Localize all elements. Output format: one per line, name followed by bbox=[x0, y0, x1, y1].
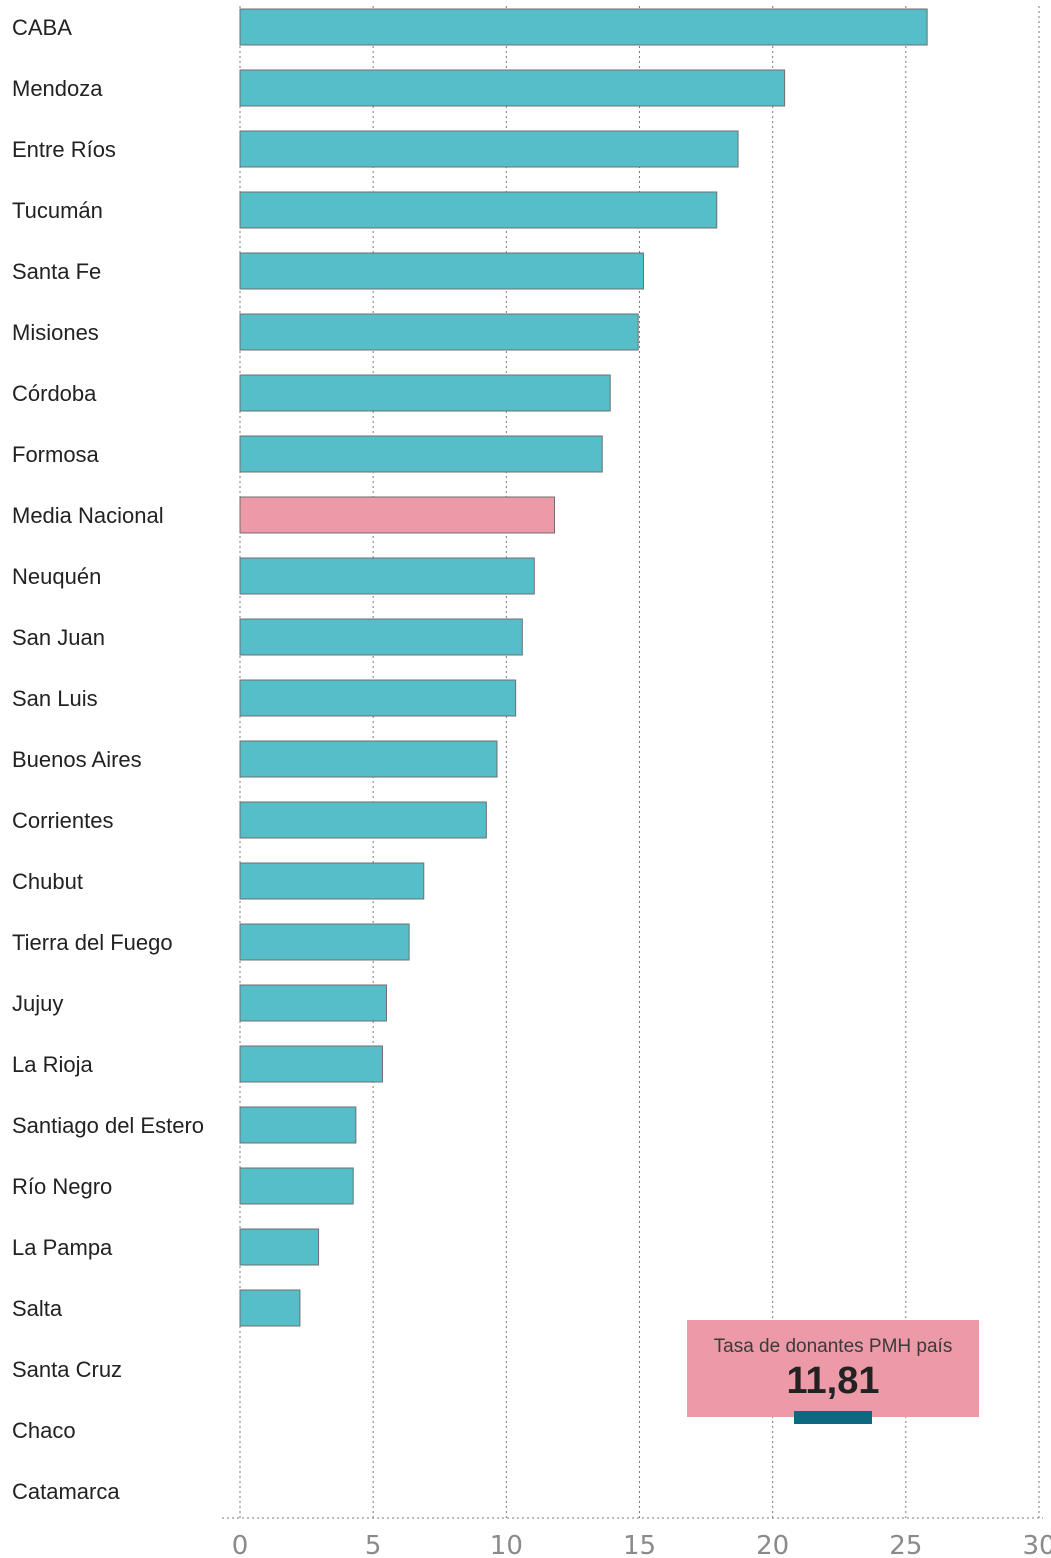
category-label: Tucumán bbox=[12, 198, 103, 223]
category-label: Jujuy bbox=[12, 991, 63, 1016]
bar bbox=[239, 740, 498, 778]
bars bbox=[239, 8, 928, 1327]
category-label: Córdoba bbox=[12, 381, 97, 406]
bar bbox=[239, 8, 928, 46]
bar bbox=[239, 1228, 320, 1266]
category-label: Río Negro bbox=[12, 1174, 112, 1199]
category-label: Entre Ríos bbox=[12, 137, 116, 162]
callout-title: Tasa de donantes PMH país bbox=[713, 1336, 953, 1357]
category-label: Chaco bbox=[12, 1418, 76, 1443]
bar bbox=[239, 862, 425, 900]
category-label: Buenos Aires bbox=[12, 747, 142, 772]
category-label: Santa Fe bbox=[12, 259, 101, 284]
x-tick-label: 0 bbox=[232, 1531, 249, 1558]
category-label: San Juan bbox=[12, 625, 105, 650]
bar bbox=[239, 313, 639, 351]
bar bbox=[239, 191, 718, 229]
bar bbox=[239, 557, 535, 595]
category-label: Salta bbox=[12, 1296, 63, 1321]
bar bbox=[239, 923, 410, 961]
bar bbox=[239, 130, 739, 168]
bar bbox=[239, 618, 523, 656]
category-label: Neuquén bbox=[12, 564, 101, 589]
category-label: Media Nacional bbox=[12, 503, 164, 528]
category-label: Santiago del Estero bbox=[12, 1113, 204, 1138]
bar bbox=[239, 1106, 357, 1144]
category-label: San Luis bbox=[12, 686, 98, 711]
x-tick-label: 20 bbox=[756, 1531, 789, 1558]
bar-highlight bbox=[239, 496, 556, 534]
callout-value: 11,81 bbox=[786, 1360, 880, 1402]
bar bbox=[239, 1045, 383, 1083]
bar bbox=[239, 252, 644, 290]
callout-underline bbox=[794, 1411, 872, 1424]
bar bbox=[239, 1289, 301, 1327]
category-label: Formosa bbox=[12, 442, 100, 467]
category-label: Corrientes bbox=[12, 808, 113, 833]
category-label: Mendoza bbox=[12, 76, 103, 101]
x-tick-label: 15 bbox=[623, 1531, 656, 1558]
bar bbox=[239, 435, 603, 473]
national-rate-callout: Tasa de donantes PMH país 11,81 bbox=[687, 1320, 979, 1424]
category-label: CABA bbox=[12, 15, 72, 40]
category-label: Tierra del Fuego bbox=[12, 930, 173, 955]
x-tick-label: 30 bbox=[1022, 1531, 1051, 1558]
bar bbox=[239, 679, 517, 717]
x-tick-label: 5 bbox=[365, 1531, 382, 1558]
category-label: Misiones bbox=[12, 320, 99, 345]
bar bbox=[239, 801, 487, 839]
category-label: Catamarca bbox=[12, 1479, 120, 1504]
category-label: Chubut bbox=[12, 869, 83, 894]
x-tick-label: 10 bbox=[490, 1531, 523, 1558]
bar bbox=[239, 69, 786, 107]
x-tick-label: 25 bbox=[889, 1531, 922, 1558]
x-axis: 0 5 10 15 20 25 30 bbox=[222, 1517, 1051, 1558]
bar bbox=[239, 374, 611, 412]
category-label: La Rioja bbox=[12, 1052, 93, 1077]
category-label: La Pampa bbox=[12, 1235, 113, 1260]
bar bbox=[239, 1167, 354, 1205]
category-label: Santa Cruz bbox=[12, 1357, 122, 1382]
category-labels: CABA Mendoza Entre Ríos Tucumán Santa Fe Misi… bbox=[12, 15, 204, 1504]
bar bbox=[239, 984, 387, 1022]
